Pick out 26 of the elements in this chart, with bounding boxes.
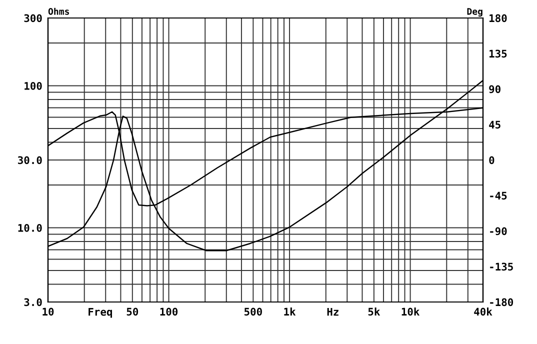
y2-tick-label: -45 [490,192,507,200]
x-tick-label: 40k [474,308,492,316]
y-tick-label: 300 [24,14,42,22]
y2-tick-label: 0 [489,156,494,164]
y2-tick-label: 45 [489,120,500,129]
y2-tick-label: 135 [490,50,507,58]
y2-tick-label: 180 [490,14,507,22]
x-tick-label: 5k [368,308,380,316]
text: Hz [327,308,338,316]
y2-tick-label: -135 [490,262,513,271]
y-tick-label: 10.0 [18,224,42,232]
y-tick-label: 30.0 [18,156,42,164]
x-tick-label: 100 [160,308,178,316]
y-tick-label: 100 [24,82,42,90]
x-tick-label: 10 [42,308,54,316]
x-tick-label: 1k [284,308,296,316]
y-axis-title: Ohms [48,8,70,15]
x-tick-label: 50 [126,308,138,316]
y-tick-label: 3.0 [24,298,42,306]
x-tick-label: 500 [244,308,262,316]
y2-tick-label: -180 [490,298,514,306]
y2-axis-title: Deg [467,8,482,17]
text: Freq [88,308,112,318]
y2-tick-label: -90 [490,227,507,236]
y2-tick-label: 90 [489,85,500,94]
x-tick-label: 10k [402,308,420,316]
